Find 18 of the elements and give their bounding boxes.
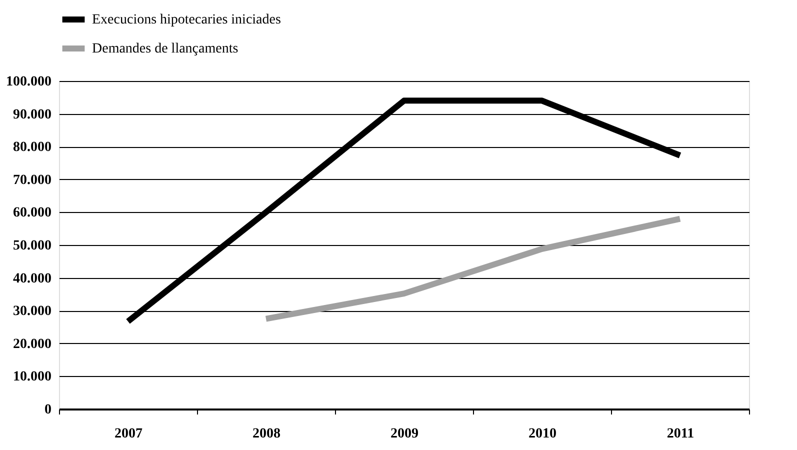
y-tick-label: 30.000 [13,304,52,320]
x-tick-label: 2008 [252,426,280,442]
y-tick-label: 60.000 [13,206,52,221]
legend-label: Execucions hipotecaries iniciades [92,12,281,28]
y-tick-label: 20.000 [13,336,52,352]
y-tick-label: 50.000 [13,238,52,254]
y-tick-label: 0 [44,402,52,418]
y-tick-label: 40.000 [13,271,52,286]
y-tick-label: 90.000 [13,107,52,122]
x-tick-label: 2011 [666,426,694,442]
y-tick-label: 80.000 [13,140,52,156]
legend-label: Demandes de llançaments [92,42,238,56]
x-tick-label: 2007 [114,426,142,442]
x-tick-label: 2009 [390,426,418,442]
x-tick-label: 2010 [528,426,556,442]
y-tick-label: 70.000 [13,172,52,188]
y-tick-label: 10.000 [13,370,52,385]
y-tick-label: 100.000 [6,74,52,90]
